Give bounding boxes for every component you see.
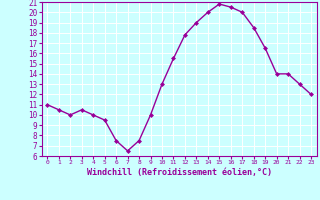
X-axis label: Windchill (Refroidissement éolien,°C): Windchill (Refroidissement éolien,°C) bbox=[87, 168, 272, 177]
